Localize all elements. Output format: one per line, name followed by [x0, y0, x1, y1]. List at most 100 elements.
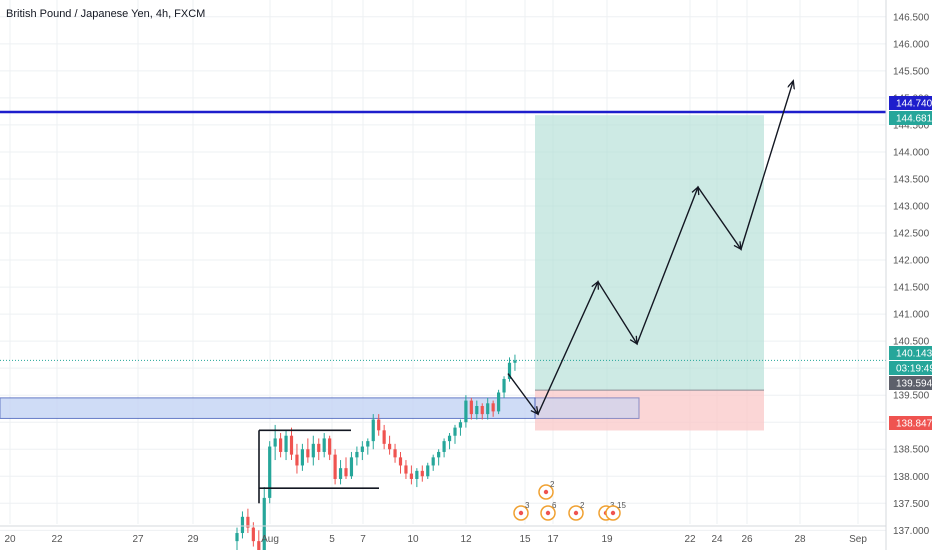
pivot-arrowhead	[629, 335, 638, 346]
pivot-arrowhead	[691, 185, 700, 196]
x-tick-label: 15	[519, 534, 531, 545]
candle	[398, 451, 403, 474]
candle	[420, 465, 424, 482]
event-dot	[518, 510, 524, 516]
event-marker: 2	[568, 501, 585, 521]
candle	[240, 511, 245, 539]
candle-body	[257, 541, 261, 550]
price-axis-background	[886, 0, 932, 550]
y-tick-label: 137.000	[893, 526, 930, 537]
price-tag-entry: 139.594	[889, 376, 932, 390]
x-tick-label: 24	[711, 534, 723, 545]
x-tick-label: 7	[360, 534, 366, 545]
event-count: 3	[525, 501, 530, 510]
profit-zone	[535, 115, 764, 391]
candle-body	[371, 419, 375, 442]
candle	[388, 435, 392, 455]
candle	[322, 433, 326, 458]
candle-body	[480, 406, 484, 415]
candle	[502, 376, 506, 398]
candle	[284, 430, 288, 461]
price-tag-bg	[889, 376, 932, 390]
candle	[328, 435, 332, 461]
candle	[257, 530, 261, 550]
price-tag-bg	[889, 346, 932, 360]
candle-body	[404, 465, 408, 474]
candle-body	[437, 451, 441, 458]
candle	[235, 527, 239, 550]
candle	[486, 397, 490, 420]
candle	[333, 449, 337, 485]
candle-body	[284, 435, 288, 452]
event-marker: 6	[540, 501, 557, 521]
event-dot	[573, 510, 579, 516]
candle	[447, 433, 452, 450]
x-tick-label: 22	[51, 534, 63, 545]
pivot-arrowhead	[733, 241, 742, 251]
candle-body	[262, 497, 266, 550]
y-tick-label: 138.500	[893, 445, 930, 456]
candle-body	[306, 449, 310, 458]
candle	[442, 438, 446, 458]
price-tag-bg	[889, 96, 932, 110]
event-marker: 3	[513, 501, 530, 521]
y-tick-label: 142.500	[893, 229, 930, 240]
candle-body	[360, 446, 364, 452]
price-tag-bg	[889, 111, 932, 125]
y-tick-label: 146.000	[893, 39, 930, 50]
candle-body	[453, 427, 457, 436]
x-tick-label: 28	[794, 534, 806, 545]
candle-body	[240, 516, 245, 534]
x-tick-label: 17	[547, 534, 559, 545]
candle-body	[393, 449, 397, 458]
candle-body	[426, 465, 430, 477]
candle	[431, 454, 435, 471]
candle-body	[415, 470, 419, 479]
event-dot	[545, 510, 551, 516]
candle-body	[469, 400, 473, 415]
candle	[355, 446, 359, 466]
candle	[393, 443, 397, 463]
x-tick-label: 19	[601, 534, 613, 545]
x-tick-label: 26	[741, 534, 753, 545]
candle	[262, 487, 266, 550]
candle-body	[502, 378, 506, 393]
candle	[349, 451, 354, 479]
candle-body	[458, 422, 463, 428]
x-tick-label: 12	[460, 534, 472, 545]
x-tick-label: 22	[684, 534, 696, 545]
y-tick-label: 144.500	[893, 120, 930, 131]
candle-body	[507, 362, 512, 379]
candle-body	[475, 406, 479, 415]
candle	[360, 441, 364, 461]
chart-zones	[0, 115, 764, 431]
pivot-arrowhead	[591, 280, 600, 290]
candle-body	[235, 533, 239, 542]
candle-body	[295, 454, 299, 466]
y-tick-label: 142.000	[893, 256, 930, 267]
time-axis: 20 22 27 29 Aug 5 7 10 12 15 17 19 22 24 26 28 Sep	[0, 525, 886, 545]
candle-body	[355, 451, 359, 458]
event-count: 2	[550, 480, 555, 489]
candle	[409, 465, 413, 485]
candle-body	[311, 443, 315, 458]
price-tag-label: 144.740	[896, 99, 932, 110]
candle-body	[464, 400, 468, 423]
candle	[371, 414, 375, 450]
y-tick-label: 144.000	[893, 147, 930, 158]
candle-body	[366, 441, 370, 447]
x-tick-label: 27	[132, 534, 144, 545]
candle	[469, 397, 473, 420]
y-tick-label: 143.000	[893, 202, 930, 213]
candle	[317, 438, 321, 461]
candle	[366, 438, 370, 455]
x-tick-label: 10	[407, 534, 419, 545]
candle-body	[344, 468, 348, 477]
candle	[491, 400, 495, 417]
candle	[268, 441, 272, 504]
candle	[458, 419, 463, 436]
candle	[306, 438, 310, 463]
candle-body	[289, 435, 294, 455]
candle-body	[322, 438, 326, 452]
